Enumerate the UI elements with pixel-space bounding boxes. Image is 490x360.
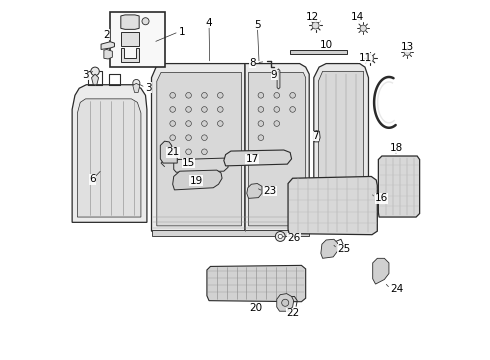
Circle shape <box>258 121 264 126</box>
Circle shape <box>274 107 280 112</box>
Polygon shape <box>157 72 242 226</box>
Polygon shape <box>121 15 139 30</box>
Circle shape <box>186 121 192 126</box>
Polygon shape <box>121 48 139 62</box>
Circle shape <box>201 107 207 112</box>
Polygon shape <box>313 131 320 142</box>
Circle shape <box>218 121 223 126</box>
Polygon shape <box>121 32 139 46</box>
Text: 16: 16 <box>375 193 388 203</box>
Text: 10: 10 <box>319 40 333 50</box>
Text: 13: 13 <box>401 42 414 51</box>
Polygon shape <box>321 239 338 258</box>
Polygon shape <box>290 50 347 54</box>
Text: 2: 2 <box>103 30 110 40</box>
Polygon shape <box>277 294 294 311</box>
Text: 9: 9 <box>271 70 277 80</box>
Polygon shape <box>101 42 115 49</box>
Polygon shape <box>151 230 309 237</box>
Text: 7: 7 <box>312 131 319 141</box>
Text: 24: 24 <box>391 284 404 294</box>
Text: 17: 17 <box>245 154 259 164</box>
Polygon shape <box>207 265 306 302</box>
Text: 26: 26 <box>287 233 300 243</box>
Text: 1: 1 <box>179 27 185 37</box>
Circle shape <box>258 107 264 112</box>
Text: 5: 5 <box>254 20 261 30</box>
Text: 4: 4 <box>206 18 212 28</box>
Circle shape <box>186 149 192 154</box>
Circle shape <box>206 178 210 182</box>
Circle shape <box>91 67 99 76</box>
Circle shape <box>360 25 367 31</box>
Circle shape <box>170 149 175 154</box>
Text: 3: 3 <box>82 70 89 80</box>
Text: 22: 22 <box>286 309 299 318</box>
Circle shape <box>275 231 285 242</box>
Circle shape <box>142 18 149 25</box>
Bar <box>110 12 165 67</box>
Polygon shape <box>160 141 177 163</box>
Circle shape <box>278 234 282 239</box>
Polygon shape <box>373 258 389 284</box>
Polygon shape <box>224 150 292 166</box>
Circle shape <box>258 93 264 98</box>
Circle shape <box>218 107 223 112</box>
Circle shape <box>367 55 374 62</box>
Text: 15: 15 <box>182 158 195 168</box>
Polygon shape <box>378 156 419 217</box>
Circle shape <box>218 93 223 98</box>
Circle shape <box>201 149 207 154</box>
Circle shape <box>186 93 192 98</box>
Polygon shape <box>318 71 364 217</box>
Polygon shape <box>314 64 368 222</box>
Text: 19: 19 <box>190 176 203 186</box>
Circle shape <box>290 93 295 98</box>
Text: 21: 21 <box>167 148 180 157</box>
Circle shape <box>170 93 175 98</box>
Polygon shape <box>247 184 262 198</box>
Text: 12: 12 <box>306 12 319 22</box>
Polygon shape <box>174 158 228 172</box>
Text: 8: 8 <box>250 58 256 68</box>
Circle shape <box>199 178 203 182</box>
Polygon shape <box>245 64 309 231</box>
Circle shape <box>170 135 175 140</box>
Polygon shape <box>104 49 112 59</box>
Circle shape <box>133 80 140 86</box>
Text: 23: 23 <box>263 186 276 196</box>
Polygon shape <box>92 74 98 85</box>
Circle shape <box>201 135 207 140</box>
Circle shape <box>201 121 207 126</box>
Circle shape <box>186 107 192 112</box>
Circle shape <box>170 107 175 112</box>
Polygon shape <box>72 85 147 222</box>
Text: 25: 25 <box>338 244 351 254</box>
Text: 6: 6 <box>89 174 96 184</box>
Circle shape <box>282 299 289 306</box>
Circle shape <box>404 49 411 55</box>
Circle shape <box>258 135 264 140</box>
Circle shape <box>192 178 196 182</box>
Circle shape <box>274 93 280 98</box>
Polygon shape <box>277 69 280 89</box>
Text: 3: 3 <box>146 82 152 93</box>
Circle shape <box>290 107 295 112</box>
Circle shape <box>186 135 192 140</box>
Text: 11: 11 <box>358 53 371 63</box>
Polygon shape <box>248 72 306 226</box>
Polygon shape <box>288 176 377 235</box>
Text: 14: 14 <box>350 12 364 22</box>
Text: 18: 18 <box>390 143 403 153</box>
Polygon shape <box>133 83 140 93</box>
Circle shape <box>274 121 280 126</box>
Polygon shape <box>172 170 222 190</box>
Text: 20: 20 <box>249 303 262 313</box>
Polygon shape <box>151 64 245 231</box>
Circle shape <box>170 121 175 126</box>
Polygon shape <box>77 99 141 217</box>
Circle shape <box>312 22 319 29</box>
Circle shape <box>201 93 207 98</box>
